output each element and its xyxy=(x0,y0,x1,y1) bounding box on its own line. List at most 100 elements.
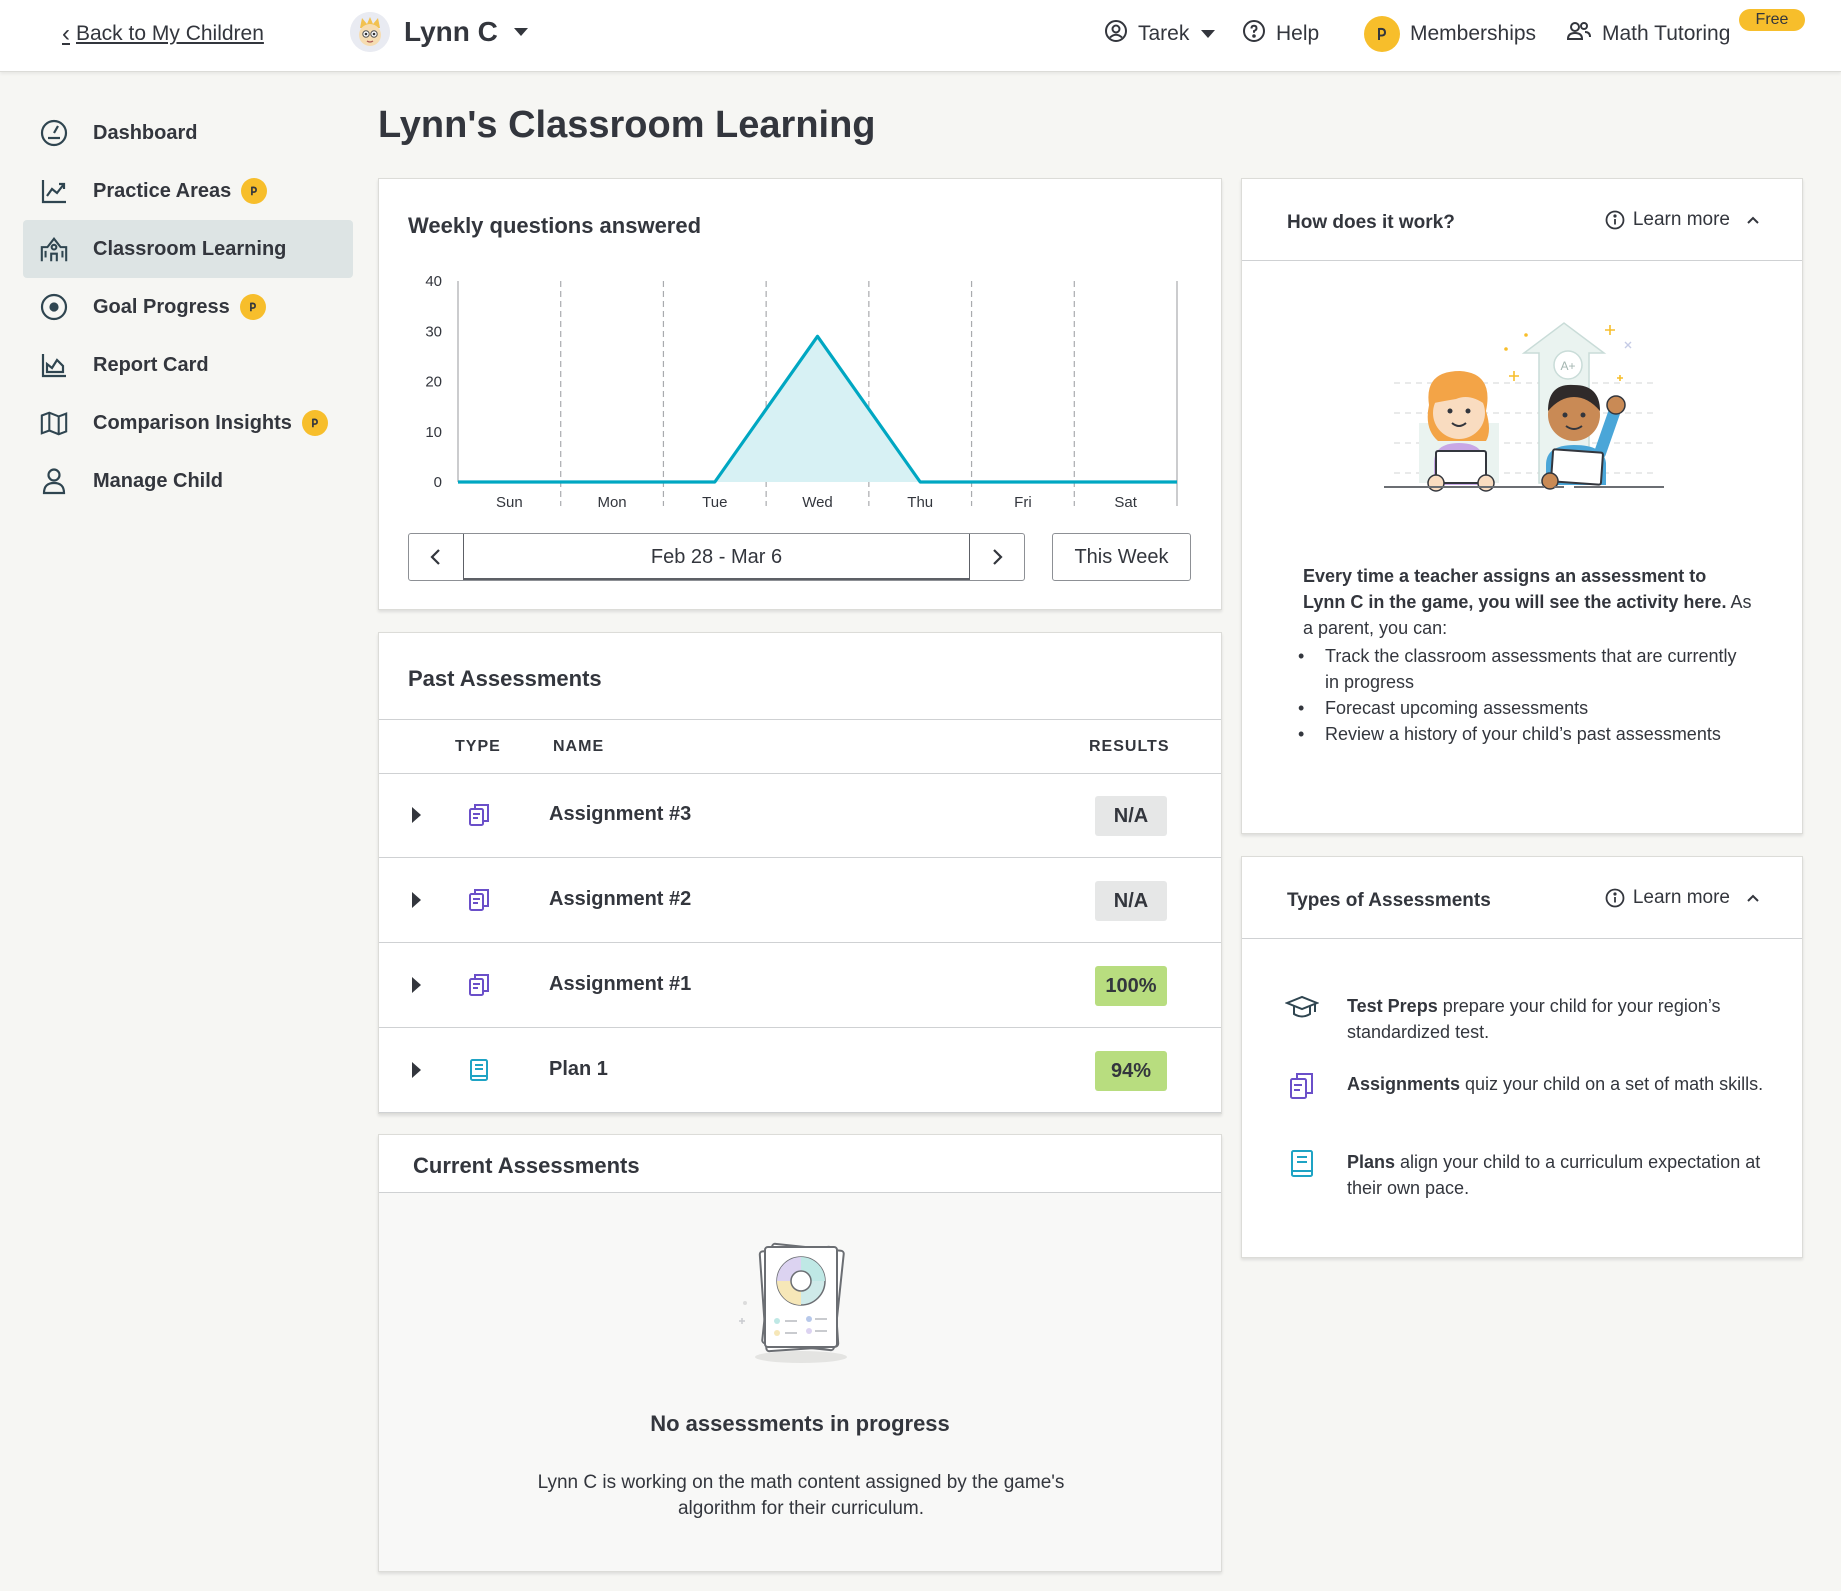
chart-title: Weekly questions answered xyxy=(408,213,702,238)
x-tick-label: Fri xyxy=(1014,494,1032,511)
table-row[interactable]: Plan 1 94% xyxy=(379,1029,1221,1113)
bullet-item: Track the classroom assessments that are… xyxy=(1298,643,1753,695)
type-assignments: Assignments quiz your child on a set of … xyxy=(1285,1071,1765,1103)
assignment-icon xyxy=(465,886,493,914)
assignment-icon xyxy=(1290,1073,1313,1099)
learn-more-toggle[interactable]: Learn more xyxy=(1605,887,1760,909)
y-tick-label: 10 xyxy=(425,424,442,441)
caret-down-icon xyxy=(1201,30,1216,38)
sidebar-item-dashboard[interactable]: Dashboard xyxy=(23,104,353,162)
gauge-icon xyxy=(39,118,69,148)
trend-chart-icon xyxy=(39,176,69,206)
child-switcher[interactable]: Lynn C xyxy=(350,12,528,52)
type-text: quiz your child on a set of math skills. xyxy=(1460,1074,1764,1094)
type-text: prepare your child for your region’s sta… xyxy=(1347,996,1721,1042)
current-assessments-card: Current Assessments No assessments in pr… xyxy=(378,1134,1222,1572)
math-tutoring-link[interactable]: Math Tutoring xyxy=(1566,16,1730,52)
help-circle-icon xyxy=(1242,19,1266,49)
date-range-label[interactable]: Feb 28 - Mar 6 xyxy=(463,534,970,580)
column-name: NAME xyxy=(553,738,605,755)
how-it-works-card: How does it work? Learn more A+ xyxy=(1241,178,1803,834)
assignment-icon xyxy=(465,971,493,999)
sidebar-item-practice-areas[interactable]: Practice Areas xyxy=(23,162,353,220)
area-chart-icon xyxy=(39,350,69,380)
chevron-up-icon xyxy=(1747,894,1759,902)
weekly-chart: 0 10 20 30 40 Sun Mon Tue Wed Thu Fri Sat xyxy=(425,273,1178,511)
previous-week-button[interactable] xyxy=(409,534,463,580)
past-assessments-card: Past Assessments TYPE NAME RESULTS Assig… xyxy=(378,632,1222,1114)
premium-badge-icon xyxy=(241,178,268,204)
chevron-left-icon: ‹ xyxy=(62,20,70,47)
table-row[interactable]: Assignment #3 N/A xyxy=(379,774,1221,858)
sidebar-item-report-card[interactable]: Report Card xyxy=(23,336,353,394)
current-assessments-title: Current Assessments xyxy=(413,1153,640,1178)
chevron-right-icon xyxy=(993,549,1003,565)
learn-more-toggle[interactable]: Learn more xyxy=(1605,209,1760,231)
school-icon xyxy=(39,234,69,264)
column-results: RESULTS xyxy=(1089,738,1170,755)
assessment-name: Plan 1 xyxy=(549,1058,608,1080)
expand-caret-icon[interactable] xyxy=(412,977,421,993)
expand-caret-icon[interactable] xyxy=(412,807,421,823)
caret-down-icon xyxy=(513,28,528,36)
child-name: Lynn C xyxy=(404,16,498,47)
intro-bold-text: Every time a teacher assigns an assessme… xyxy=(1303,566,1727,612)
y-tick-label: 20 xyxy=(425,374,442,391)
child-avatar xyxy=(350,12,390,52)
assignment-icon xyxy=(465,801,493,829)
sidebar-item-label: Comparison Insights xyxy=(93,411,292,434)
sidebar-item-goal-progress[interactable]: Goal Progress xyxy=(23,278,353,336)
assessment-name: Assignment #2 xyxy=(549,888,692,910)
x-tick-label: Sun xyxy=(496,494,523,511)
sidebar-item-manage-child[interactable]: Manage Child xyxy=(23,452,353,510)
type-description: Test Preps prepare your child for your r… xyxy=(1347,993,1765,1045)
sidebar-item-label: Report Card xyxy=(93,353,209,376)
type-name: Plans xyxy=(1347,1152,1396,1172)
page-title: Lynn's Classroom Learning xyxy=(378,104,876,146)
sidebar-item-classroom-learning[interactable]: Classroom Learning xyxy=(23,220,353,278)
sidebar-item-comparison-insights[interactable]: Comparison Insights xyxy=(23,394,353,452)
user-name: Tarek xyxy=(1138,22,1190,45)
learn-more-label: Learn more xyxy=(1632,209,1730,230)
next-week-button[interactable] xyxy=(970,534,1024,580)
people-icon xyxy=(1566,19,1592,49)
x-tick-label: Sat xyxy=(1114,494,1137,511)
weekly-chart-card: Weekly questions answered 0 10 20 30 40 Sun Mo… xyxy=(378,178,1222,610)
sidebar-item-label: Practice Areas xyxy=(93,179,232,202)
sidebar-item-label: Manage Child xyxy=(93,469,224,492)
this-week-button[interactable]: This Week xyxy=(1052,533,1191,581)
memberships-label: Memberships xyxy=(1410,22,1537,45)
column-type: TYPE xyxy=(455,738,501,755)
x-tick-label: Thu xyxy=(907,494,933,511)
how-it-works-title: How does it work? xyxy=(1287,212,1455,233)
help-label: Help xyxy=(1276,22,1320,45)
result-badge: N/A xyxy=(1095,796,1167,836)
how-it-works-header: How does it work? Learn more xyxy=(1242,179,1802,261)
assessment-name: Assignment #1 xyxy=(549,973,692,995)
plan-icon xyxy=(1291,1150,1313,1177)
x-tick-label: Tue xyxy=(702,494,727,511)
type-description: Plans align your child to a curriculum e… xyxy=(1347,1149,1765,1201)
memberships-link[interactable]: Memberships xyxy=(1364,16,1536,52)
top-bar: ‹ Back to My Children Lynn C Tarek xyxy=(0,0,1841,72)
sidebar-item-label: Goal Progress xyxy=(93,295,230,318)
x-tick-label: Mon xyxy=(597,494,626,511)
date-range-navigator: Feb 28 - Mar 6 xyxy=(408,533,1025,581)
back-to-children-link[interactable]: ‹ Back to My Children xyxy=(62,20,264,48)
y-tick-label: 30 xyxy=(425,323,442,340)
math-tutoring-label: Math Tutoring xyxy=(1602,22,1731,45)
x-tick-label: Wed xyxy=(802,494,833,511)
map-icon xyxy=(39,408,69,438)
expand-caret-icon[interactable] xyxy=(412,1062,421,1078)
series-area xyxy=(458,336,1177,482)
user-menu[interactable]: Tarek xyxy=(1104,16,1216,52)
intro-rest-text: As a parent, you can: xyxy=(1303,592,1752,638)
table-row[interactable]: Assignment #1 100% xyxy=(379,944,1221,1028)
table-row[interactable]: Assignment #2 N/A xyxy=(379,859,1221,943)
type-name: Test Preps xyxy=(1347,996,1438,1016)
empty-state-illustration xyxy=(739,1242,847,1363)
help-link[interactable]: Help xyxy=(1242,16,1319,52)
type-test-preps: Test Preps prepare your child for your r… xyxy=(1285,993,1765,1045)
expand-caret-icon[interactable] xyxy=(412,892,421,908)
how-it-works-intro: Every time a teacher assigns an assessme… xyxy=(1303,563,1753,641)
